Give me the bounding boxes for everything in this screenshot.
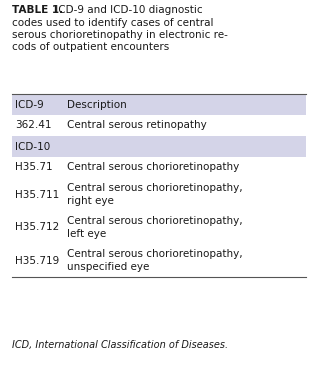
Text: H35.71: H35.71: [15, 162, 52, 173]
Text: ICD-9: ICD-9: [15, 100, 44, 109]
Text: Central serous chorioretinopathy: Central serous chorioretinopathy: [67, 162, 239, 173]
Bar: [12, 157, 306, 178]
Text: cods of outpatient encounters: cods of outpatient encounters: [12, 43, 169, 52]
Text: ICD-10: ICD-10: [15, 141, 50, 152]
Text: Central serous chorioretinopathy,
unspecified eye: Central serous chorioretinopathy, unspec…: [67, 249, 243, 272]
Text: Central serous chorioretinopathy,
left eye: Central serous chorioretinopathy, left e…: [67, 216, 243, 239]
Text: H35.711: H35.711: [15, 190, 59, 199]
Bar: [12, 94, 306, 115]
Text: Central serous retinopathy: Central serous retinopathy: [67, 121, 207, 130]
Text: H35.712: H35.712: [15, 222, 59, 233]
Text: ICD-9 and ICD-10 diagnostic: ICD-9 and ICD-10 diagnostic: [52, 5, 203, 15]
Bar: [12, 244, 306, 277]
Bar: [12, 211, 306, 244]
Text: ICD, International Classification of Diseases.: ICD, International Classification of Dis…: [12, 340, 228, 350]
Text: codes used to identify cases of central: codes used to identify cases of central: [12, 17, 213, 28]
Bar: [12, 178, 306, 211]
Text: Description: Description: [67, 100, 127, 109]
Text: TABLE 1.: TABLE 1.: [12, 5, 63, 15]
Text: Central serous chorioretinopathy,
right eye: Central serous chorioretinopathy, right …: [67, 183, 243, 206]
Text: H35.719: H35.719: [15, 256, 59, 265]
Text: serous chorioretinopathy in electronic re-: serous chorioretinopathy in electronic r…: [12, 30, 228, 40]
Bar: [12, 136, 306, 157]
Text: 362.41: 362.41: [15, 121, 52, 130]
Bar: [12, 115, 306, 136]
